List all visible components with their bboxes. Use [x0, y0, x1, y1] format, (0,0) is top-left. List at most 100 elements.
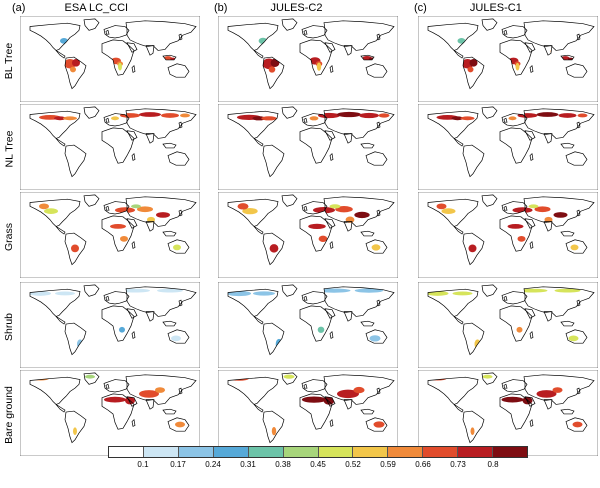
coastline — [529, 330, 534, 339]
coastline — [29, 110, 81, 139]
coastline — [503, 383, 508, 389]
coastline — [324, 396, 336, 407]
fraction-patch — [516, 326, 523, 333]
coastline — [262, 144, 285, 178]
land-cover-fraction — [60, 37, 176, 73]
colorbar-swatch — [109, 447, 144, 457]
coastline — [462, 322, 485, 356]
coastline — [529, 64, 534, 73]
fraction-patch — [577, 113, 588, 118]
colorbar-tick-label: 0.8 — [487, 460, 499, 469]
fraction-patch — [554, 288, 581, 293]
coastline — [343, 221, 353, 232]
coastline — [162, 230, 177, 237]
coastline — [329, 330, 334, 339]
colorbar-tick-label: 0.31 — [240, 460, 256, 469]
coastline — [524, 130, 536, 141]
coastline — [303, 383, 308, 389]
coastline — [131, 418, 136, 427]
fraction-patch — [373, 421, 385, 428]
colorbar-tick-label: 0.73 — [450, 460, 466, 469]
coastline — [303, 295, 308, 301]
coastline — [365, 151, 388, 166]
world-map — [20, 370, 200, 456]
fraction-patch — [252, 116, 266, 121]
coastline — [560, 408, 575, 415]
coastline — [131, 240, 136, 249]
coastline — [105, 117, 110, 123]
coastline — [329, 152, 334, 161]
coastline — [126, 308, 138, 319]
coastline — [55, 316, 66, 325]
coastline — [576, 121, 581, 129]
fraction-patch — [467, 66, 474, 73]
fraction-patch — [171, 335, 181, 342]
coastline — [55, 404, 66, 413]
coastline — [167, 63, 190, 78]
map-panel — [218, 192, 398, 278]
colorbar-swatch — [178, 447, 214, 457]
colorbar-swatch — [388, 447, 424, 457]
coastline — [145, 311, 155, 322]
fraction-patch — [73, 427, 77, 435]
coastline — [162, 408, 177, 415]
fraction-patch — [119, 326, 125, 333]
coastline — [83, 284, 100, 297]
colorbar-swatch — [283, 447, 319, 457]
coastline — [343, 45, 353, 56]
coastline — [324, 42, 336, 53]
coastline — [303, 29, 308, 35]
fraction-patch — [329, 204, 341, 209]
coastline — [543, 311, 553, 322]
colorbar-tick-label: 0.1 — [137, 460, 149, 469]
coastline — [227, 110, 279, 139]
coastline — [178, 299, 183, 307]
map-panel — [20, 192, 200, 278]
coastline — [145, 221, 155, 232]
land-cover-fraction — [436, 203, 579, 253]
coastline — [462, 56, 485, 90]
fraction-patch — [515, 62, 520, 71]
coastline — [427, 110, 479, 139]
coastline — [262, 322, 285, 356]
colorbar-labels: 0.1 0.17 0.24 0.31 0.38 0.45 0.52 0.59 0.66 0.73 0… — [108, 460, 528, 472]
fraction-patch — [378, 113, 390, 118]
map-frame — [218, 282, 398, 368]
fraction-patch — [553, 212, 568, 218]
map-panel — [20, 104, 200, 190]
map-panel — [418, 370, 598, 456]
coastline — [131, 152, 136, 161]
fraction-patch — [353, 386, 365, 394]
coastline — [499, 305, 533, 342]
coastline — [360, 408, 375, 415]
land-cover-fraction — [236, 111, 390, 121]
coastline — [576, 209, 581, 217]
coastline — [360, 142, 375, 149]
fraction-patch — [147, 216, 155, 223]
map-panel — [218, 282, 398, 368]
coastline — [343, 133, 353, 144]
coastline — [323, 374, 395, 405]
coastline — [105, 383, 110, 389]
coastline — [324, 218, 336, 229]
fraction-patch — [70, 66, 76, 73]
coastline — [499, 393, 533, 430]
coastline — [131, 64, 136, 73]
fraction-patch — [536, 112, 559, 117]
fraction-patch — [457, 37, 466, 44]
coastline — [55, 50, 66, 59]
coastline — [565, 417, 588, 432]
fraction-patch — [111, 116, 119, 121]
coastline — [103, 113, 130, 127]
coastline — [227, 376, 279, 405]
coastline — [299, 39, 333, 76]
fraction-patch — [120, 235, 128, 242]
coastline — [178, 121, 183, 129]
coastline — [499, 215, 533, 252]
fraction-patch — [317, 326, 325, 333]
coastline — [145, 399, 155, 410]
fraction-patch — [316, 62, 322, 71]
world-map — [20, 192, 200, 278]
coastline — [64, 232, 87, 266]
coastline — [360, 230, 375, 237]
